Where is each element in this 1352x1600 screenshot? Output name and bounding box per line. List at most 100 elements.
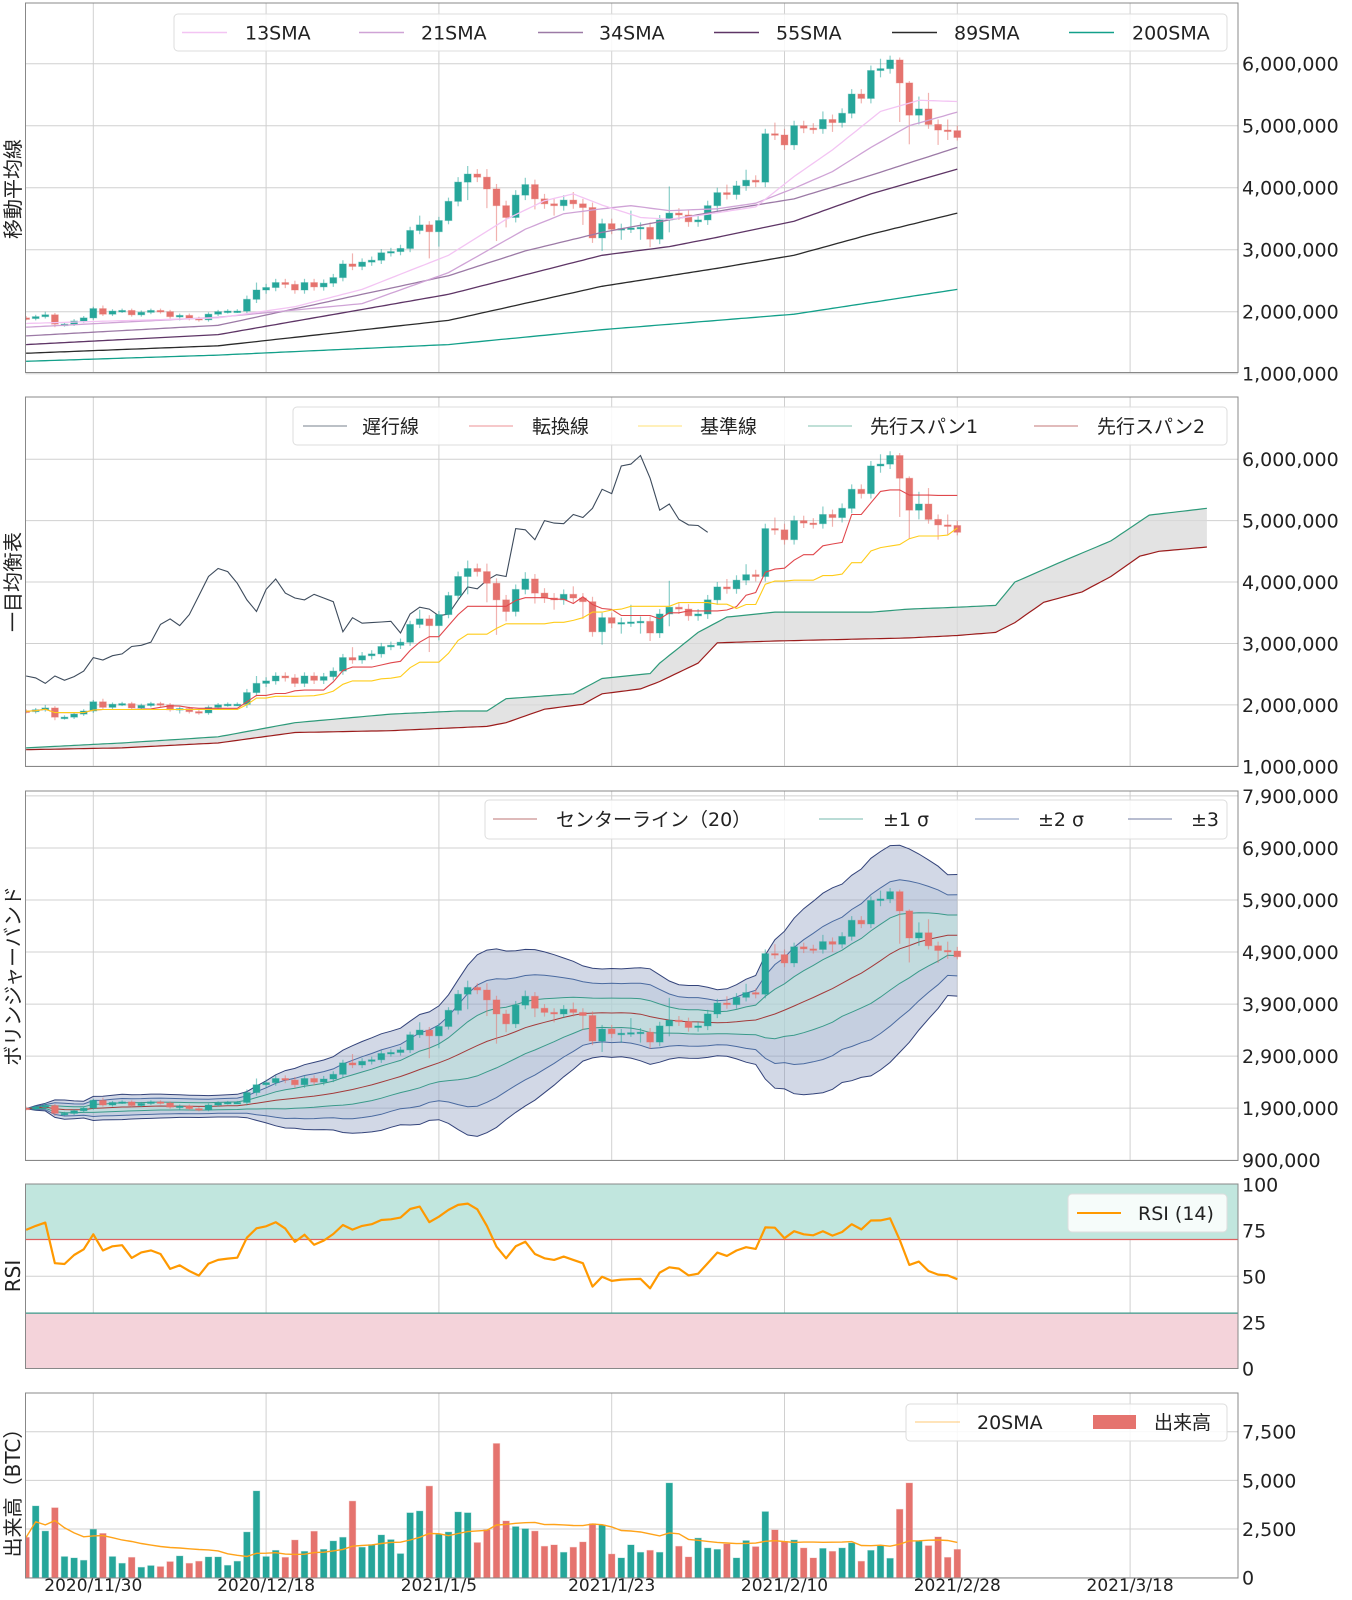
candlesticks xyxy=(25,888,962,1116)
candle-body xyxy=(905,477,914,511)
candle-body xyxy=(214,311,222,315)
candle-down xyxy=(751,988,760,999)
candle-body xyxy=(790,946,799,964)
candle-up xyxy=(415,215,424,235)
candle-up xyxy=(454,990,463,1015)
candle-up xyxy=(147,1100,155,1106)
legend-label-rsi: RSI (14) xyxy=(1138,1203,1214,1225)
candle-body xyxy=(473,568,482,573)
candle-down xyxy=(905,909,914,963)
candle-down xyxy=(828,937,837,953)
line-base xyxy=(26,527,958,714)
candle-body xyxy=(291,677,299,684)
candle-up xyxy=(137,310,146,317)
candle-up xyxy=(876,454,885,473)
candle-up xyxy=(223,309,232,314)
volume-bar-up xyxy=(204,1556,213,1578)
candle-body xyxy=(531,578,539,594)
candle-body xyxy=(435,220,443,233)
candle-body xyxy=(655,219,664,240)
candle-body xyxy=(703,599,712,615)
legend-moving-average: 13SMA 21SMA 34SMA 55SMA 89SMA 200SMA xyxy=(173,13,1228,52)
volume-bar-up xyxy=(147,1565,155,1578)
candle-down xyxy=(127,308,136,317)
candle-body xyxy=(867,900,875,925)
candle-body xyxy=(127,309,136,316)
candle-down xyxy=(723,996,731,1009)
candle-body xyxy=(444,595,453,616)
candle-up xyxy=(703,594,712,619)
candle-down xyxy=(483,563,491,603)
candle-body xyxy=(223,1101,232,1105)
candle-down xyxy=(953,946,962,960)
volume-bar-up xyxy=(368,1544,376,1578)
candle-down xyxy=(934,119,943,145)
candle-body xyxy=(665,1019,674,1027)
candle-up xyxy=(271,1075,280,1086)
volume-bar-up xyxy=(694,1537,702,1578)
candle-body xyxy=(531,995,539,1009)
candle-body xyxy=(723,1002,731,1006)
candle-down xyxy=(291,280,299,294)
candle-up xyxy=(521,572,530,595)
volume-bar-up xyxy=(176,1555,184,1578)
legend-label-leading-span-1: 先行スパン1 xyxy=(870,416,978,438)
candle-body xyxy=(166,311,174,318)
band-fill-2-sigma xyxy=(26,879,958,1119)
volume-bar-down xyxy=(531,1530,539,1578)
candle-up xyxy=(444,591,453,619)
candle-up xyxy=(367,256,376,266)
candle-body xyxy=(348,1062,357,1066)
candle-body xyxy=(684,608,693,617)
legend-volume: 20SMA 出来高 xyxy=(905,1403,1228,1442)
volume-bar-up xyxy=(396,1553,405,1578)
candle-body xyxy=(70,1110,78,1114)
volume-bar-up xyxy=(848,1542,856,1578)
candle-up xyxy=(358,652,367,664)
candle-down xyxy=(492,995,501,1044)
candle-up xyxy=(300,278,309,294)
chart-panels: 1,000,000 2,000,000 3,000,000 4,000,000 5,00… xyxy=(25,2,1339,1596)
candle-down xyxy=(473,169,482,183)
candle-up xyxy=(79,1106,88,1113)
candle-up xyxy=(655,214,664,245)
candle-down xyxy=(483,169,491,209)
panel-bollinger: 900,000 1,900,000 2,900,000 3,900,000 4,900,… xyxy=(25,786,1339,1172)
candle-up xyxy=(713,998,722,1019)
candle-up xyxy=(598,612,607,645)
candle-body xyxy=(953,130,962,138)
candle-up xyxy=(319,279,328,291)
candle-down xyxy=(25,1106,31,1111)
ylabel-bollinger: ボリンジャーバンド xyxy=(1,886,25,1066)
candle-body xyxy=(675,1019,683,1023)
candle-down xyxy=(646,222,655,248)
candle-body xyxy=(483,176,491,190)
candle-body xyxy=(780,529,789,541)
candle-body xyxy=(934,945,943,951)
candle-body xyxy=(214,1102,222,1106)
volume-bar-down xyxy=(953,1548,961,1578)
y-tick-label: 25 xyxy=(1242,1312,1266,1334)
candle-body xyxy=(809,127,818,131)
line-volume-sma xyxy=(25,1519,958,1558)
volume-bar-down xyxy=(857,1560,865,1578)
volume-bar-down xyxy=(550,1544,558,1578)
candle-down xyxy=(531,574,539,604)
band-fill-1-sigma xyxy=(26,912,958,1113)
candle-body xyxy=(694,1025,703,1028)
candle-body xyxy=(435,614,443,627)
y-tick-label: 6,000,000 xyxy=(1242,54,1339,76)
candle-body xyxy=(627,227,635,230)
candle-body xyxy=(271,1077,280,1084)
candle-body xyxy=(185,1105,194,1110)
legend-label-lagging-span: 遅行線 xyxy=(362,416,419,438)
candle-up xyxy=(204,705,213,715)
volume-bar-up xyxy=(627,1544,635,1578)
candle-body xyxy=(473,173,482,178)
candle-body xyxy=(607,617,616,624)
candle-body xyxy=(751,574,760,578)
candle-body xyxy=(348,263,357,267)
candle-up xyxy=(329,1071,338,1083)
candle-up xyxy=(406,620,415,646)
candle-body xyxy=(281,282,290,285)
